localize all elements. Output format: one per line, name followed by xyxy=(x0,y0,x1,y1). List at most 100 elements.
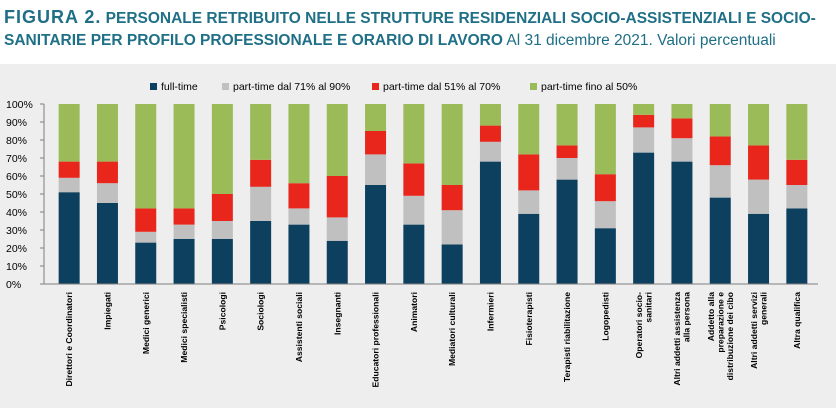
bar-segment-0-3 xyxy=(173,239,195,284)
bar-segment-2-19 xyxy=(786,159,808,185)
bar-segment-0-12 xyxy=(518,213,540,284)
bar-segment-1-3 xyxy=(173,224,195,239)
legend-swatch-3 xyxy=(530,83,537,90)
bar-segment-1-19 xyxy=(786,185,808,209)
bar-segment-2-6 xyxy=(288,183,310,209)
bar-segment-1-18 xyxy=(748,179,770,214)
legend-label-2: part-time dal 51% al 70% xyxy=(383,81,500,93)
bar-segment-0-14 xyxy=(594,228,616,284)
x-tick-label: Altra qualifica xyxy=(792,292,802,349)
bar-segment-0-17 xyxy=(709,197,731,284)
x-tick-label: Direttori e Coordinatori xyxy=(64,292,74,387)
bar-segment-0-1 xyxy=(96,203,118,284)
x-tick-label: Altri addetti servizi xyxy=(749,292,759,369)
bar-segment-1-15 xyxy=(633,127,655,153)
bar-segment-3-15 xyxy=(633,104,655,115)
bar-segment-0-2 xyxy=(135,242,157,284)
x-tick-label: sanitari xyxy=(643,292,653,323)
legend-swatch-1 xyxy=(222,83,229,90)
x-tick-label: preparazione e xyxy=(715,292,725,353)
bar-segment-2-3 xyxy=(173,208,195,225)
y-tick-label: 40% xyxy=(6,207,27,219)
x-tick-label: Mediatori culturali xyxy=(447,292,457,366)
bar-segment-0-8 xyxy=(365,185,387,284)
figure-label: FIGURA 2. xyxy=(4,7,102,27)
bar-segment-0-11 xyxy=(479,161,501,284)
bar-segment-3-11 xyxy=(479,104,501,126)
bar-segment-3-4 xyxy=(211,104,233,194)
bar-segment-3-1 xyxy=(96,104,118,162)
bar-segment-0-7 xyxy=(326,240,348,284)
bar-segment-2-4 xyxy=(211,194,233,221)
y-tick-label: 60% xyxy=(6,171,27,183)
bar-segment-1-6 xyxy=(288,208,310,225)
bar-segment-2-17 xyxy=(709,136,731,166)
bar-segment-1-16 xyxy=(671,138,693,162)
bar-segment-2-14 xyxy=(594,174,616,202)
bar-segment-3-17 xyxy=(709,104,731,137)
bar-segment-3-5 xyxy=(250,104,272,160)
bar-segment-2-12 xyxy=(518,154,540,191)
bar-segment-3-14 xyxy=(594,104,616,175)
bar-segment-1-0 xyxy=(58,177,80,193)
bar-segment-0-18 xyxy=(748,213,770,284)
bar-segment-1-14 xyxy=(594,201,616,229)
y-tick-label: 70% xyxy=(6,153,27,165)
chart-panel: full-time part-time dal 71% al 90% part-ti… xyxy=(0,64,836,408)
bar-segment-1-1 xyxy=(96,183,118,203)
bar-segment-3-7 xyxy=(326,104,348,176)
y-tick-label: 10% xyxy=(6,261,27,273)
bar-segment-3-16 xyxy=(671,104,693,119)
bar-segment-3-9 xyxy=(403,104,425,164)
bar-segment-1-13 xyxy=(556,158,578,180)
bar-segment-2-1 xyxy=(96,161,118,184)
legend-swatch-2 xyxy=(372,83,379,90)
x-tick-label: Impiegati xyxy=(102,292,112,330)
bar-segment-1-12 xyxy=(518,190,540,214)
bars xyxy=(58,104,808,284)
bar-segment-0-4 xyxy=(211,239,233,284)
bar-segment-1-9 xyxy=(403,195,425,225)
bar-segment-1-17 xyxy=(709,165,731,198)
bar-segment-3-18 xyxy=(748,104,770,146)
chart-title: FIGURA 2. PERSONALE RETRIBUITO NELLE STR… xyxy=(4,6,832,52)
x-tick-label: Assistenti sociali xyxy=(294,292,304,362)
bar-segment-0-6 xyxy=(288,224,310,284)
bar-segment-3-13 xyxy=(556,104,578,146)
y-tick-label: 20% xyxy=(6,243,27,255)
legend: full-time part-time dal 71% al 90% part-ti… xyxy=(150,81,637,93)
chart-subtitle: Al 31 dicembre 2021. Valori percentuali xyxy=(506,32,776,49)
bar-segment-3-3 xyxy=(173,104,195,209)
bar-segment-2-18 xyxy=(748,145,770,180)
x-tick-label: Insegnanti xyxy=(332,292,342,335)
bar-segment-3-0 xyxy=(58,104,80,162)
bar-segment-2-10 xyxy=(441,185,463,211)
bar-segment-3-8 xyxy=(365,104,387,131)
bar-segment-0-0 xyxy=(58,192,80,284)
legend-label-0: full-time xyxy=(161,81,198,93)
x-tick-label: Psicologi xyxy=(217,292,227,330)
x-tick-label: generali xyxy=(758,292,768,325)
bar-segment-0-9 xyxy=(403,224,425,284)
bar-segment-0-13 xyxy=(556,179,578,284)
x-tick-label: Sociologi xyxy=(256,292,266,331)
bar-segment-0-16 xyxy=(671,161,693,284)
x-tick-label: Operatori socio- xyxy=(634,292,644,359)
y-tick-label: 80% xyxy=(6,135,27,147)
bar-segment-1-2 xyxy=(135,231,157,243)
bar-segment-2-11 xyxy=(479,125,501,142)
x-tick-label: Logopedisti xyxy=(600,292,610,341)
y-tick-label: 50% xyxy=(6,189,27,201)
x-tick-label: Terapisti riabilitazione xyxy=(562,292,572,382)
bar-segment-2-2 xyxy=(135,208,157,232)
legend-label-1: part-time dal 71% al 90% xyxy=(233,81,350,93)
y-axis: 0% 10% 20% 30% 40% 50% 60% 70% 80% 90% 100% xyxy=(6,99,45,291)
x-tick-label: distribuzione dei cibo xyxy=(725,292,735,380)
bar-segment-3-10 xyxy=(441,104,463,185)
bar-segment-3-19 xyxy=(786,104,808,160)
x-tick-label: Infermieri xyxy=(485,292,495,331)
bar-segment-2-5 xyxy=(250,159,272,187)
bar-segment-1-11 xyxy=(479,141,501,162)
chart-main-title: PERSONALE RETRIBUITO NELLE STRUTTURE RES… xyxy=(4,10,816,49)
bar-segment-2-7 xyxy=(326,176,348,218)
